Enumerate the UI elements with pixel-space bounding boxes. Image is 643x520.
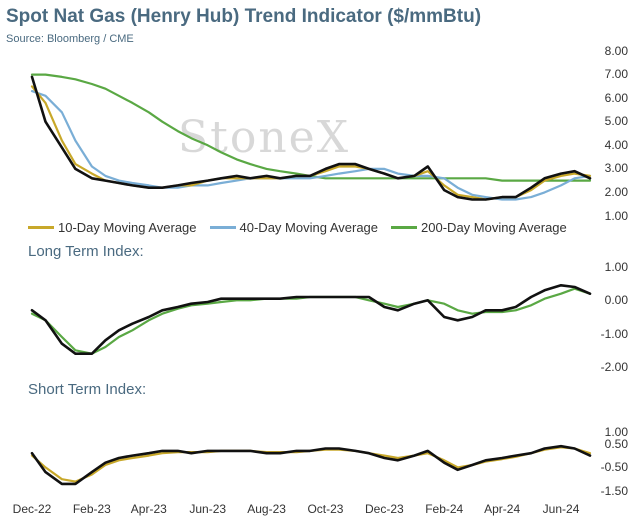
chart-source: Source: Bloomberg / CME — [6, 33, 134, 45]
xtick-label-7: Feb-24 — [425, 502, 463, 516]
ytick-label-price-0: 8.00 — [605, 44, 629, 58]
ytick-label-short_term-3: -1.50 — [601, 484, 629, 498]
ytick-label-long_term-2: -1.00 — [601, 327, 629, 341]
legend-label-40day: 40-Day Moving Average — [239, 219, 379, 235]
xtick-label-9: Jun-24 — [543, 502, 580, 516]
ytick-label-price-1: 7.00 — [605, 67, 629, 81]
ytick-label-long_term-0: 1.00 — [605, 260, 629, 274]
legend-item-200day: 200-Day Moving Average — [391, 220, 567, 235]
long-term-index-label: Long Term Index: — [28, 243, 144, 260]
xtick-label-2: Apr-23 — [131, 502, 167, 516]
xtick-label-6: Dec-23 — [365, 502, 404, 516]
ytick-label-short_term-2: -0.50 — [601, 460, 629, 474]
legend-swatch-40day — [209, 225, 236, 229]
xtick-label-0: Dec-22 — [13, 502, 52, 516]
ytick-label-short_term-0: 1.00 — [605, 425, 629, 439]
ytick-label-price-6: 2.00 — [605, 185, 629, 199]
series-line-long_term-long-term-index-a — [30, 283, 592, 356]
legend-label-10day: 10-Day Moving Average — [58, 219, 197, 235]
ytick-label-price-5: 3.00 — [605, 161, 629, 175]
ytick-label-price-3: 5.00 — [605, 114, 629, 128]
xtick-label-4: Aug-23 — [247, 502, 286, 516]
xtick-label-3: Jun-23 — [189, 502, 226, 516]
ytick-label-short_term-1: 0.50 — [605, 437, 629, 451]
ytick-label-price-2: 6.00 — [605, 91, 629, 105]
legend-item-10day: 10-Day Moving Average — [28, 220, 197, 235]
ytick-label-long_term-3: -2.00 — [601, 360, 629, 374]
xtick-label-5: Oct-23 — [307, 502, 343, 516]
short-term-index-label: Short Term Index: — [28, 381, 147, 398]
series-line-short_term-short-term-index-b — [30, 446, 592, 483]
legend: 10-Day Moving Average 40-Day Moving Aver… — [28, 219, 580, 235]
series-line-short_term-short-term-index-a — [30, 444, 592, 486]
legend-item-40day: 40-Day Moving Average — [209, 219, 379, 235]
ytick-label-long_term-1: 0.00 — [605, 293, 629, 307]
watermark: StoneX — [178, 112, 351, 163]
xtick-label-8: Apr-24 — [484, 502, 520, 516]
legend-swatch-200day — [391, 225, 418, 229]
legend-swatch-10day — [28, 225, 54, 229]
series-line-price-200-day-moving-average — [30, 73, 592, 182]
chart-title: Spot Nat Gas (Henry Hub) Trend Indicator… — [6, 6, 482, 27]
xtick-label-1: Feb-23 — [73, 502, 111, 516]
legend-label-200day: 200-Day Moving Average — [421, 219, 567, 235]
series-line-long_term-long-term-index-b — [30, 287, 592, 355]
series-line-price-price — [30, 75, 592, 201]
ytick-label-price-4: 4.00 — [605, 138, 629, 152]
ytick-label-price-7: 1.00 — [605, 209, 629, 223]
